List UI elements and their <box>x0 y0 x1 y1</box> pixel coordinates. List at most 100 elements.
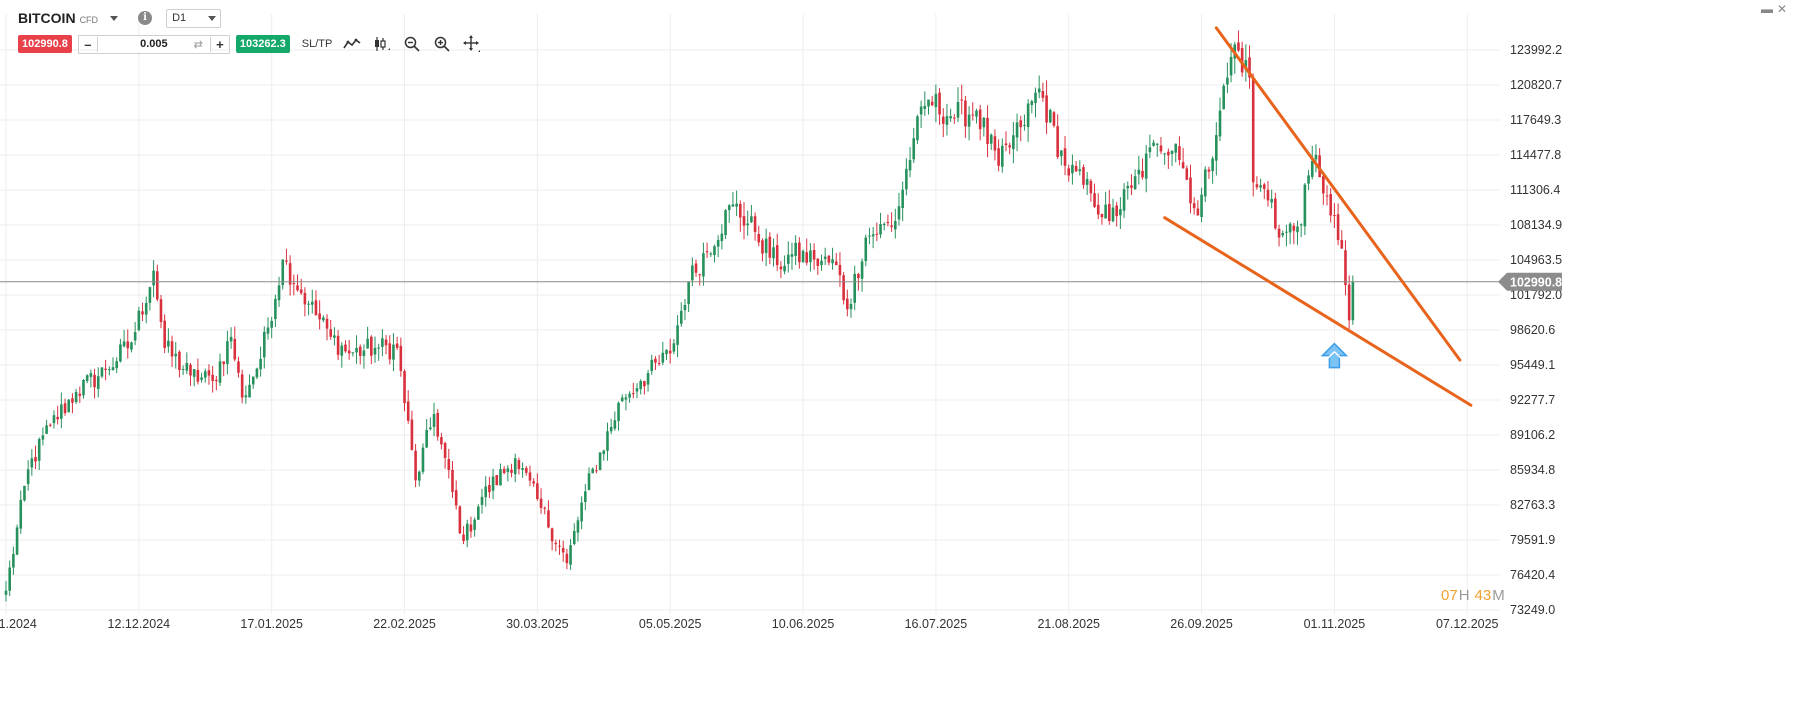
candle-body <box>451 469 454 492</box>
candle-body <box>148 287 152 303</box>
candle-body <box>425 429 428 448</box>
candle-body <box>953 117 956 119</box>
candle-body <box>550 528 554 542</box>
candle-body <box>1067 168 1071 176</box>
candle-body <box>1222 85 1225 110</box>
candle-body <box>1314 154 1318 160</box>
candle-body <box>1100 213 1104 218</box>
y-tick-label: 76420.4 <box>1510 568 1555 582</box>
minimize-icon[interactable]: ▬ <box>1760 2 1773 16</box>
candle-body <box>152 270 155 286</box>
candle-body <box>1237 42 1240 51</box>
close-icon[interactable]: ✕ <box>1776 2 1787 16</box>
candle-body <box>967 114 971 127</box>
candle-body <box>705 251 709 253</box>
candle-body <box>580 502 583 522</box>
candle-body <box>1008 145 1011 148</box>
info-icon[interactable]: i <box>138 11 153 25</box>
timeframe-select[interactable]: D1 <box>166 8 222 28</box>
candle-body <box>1351 281 1355 321</box>
candle-body <box>842 275 845 301</box>
candle-body <box>724 210 727 236</box>
candle-body <box>30 458 34 468</box>
candle-body <box>1133 176 1137 190</box>
candle-body <box>657 363 661 365</box>
candle-body <box>71 398 74 403</box>
candle-body <box>1244 60 1248 70</box>
candle-body <box>801 250 805 263</box>
candle-body <box>786 254 790 264</box>
candle-body <box>772 247 775 259</box>
candle-body <box>1189 177 1192 204</box>
x-tick-label: 16.07.2025 <box>905 617 968 631</box>
x-tick-label: 10.06.2025 <box>772 617 835 631</box>
candle-body <box>1030 101 1034 105</box>
decrease-quantity-button[interactable]: – <box>84 36 92 52</box>
timeframe-value: D1 <box>172 12 187 24</box>
candle-body <box>447 459 451 471</box>
candle-body <box>78 393 82 396</box>
candle-body <box>587 473 591 490</box>
candle-body <box>620 397 624 402</box>
crosshair-icon[interactable] <box>462 34 482 54</box>
candle-body <box>584 491 587 502</box>
candle-body <box>831 259 834 264</box>
candle-body <box>1288 223 1292 233</box>
candle-body <box>816 258 820 266</box>
candle-body <box>244 395 248 398</box>
candlestick-icon[interactable] <box>372 34 392 54</box>
candle-body <box>477 506 480 520</box>
candle-body <box>1023 124 1026 126</box>
candle-body <box>617 402 620 422</box>
candle-body <box>285 260 288 262</box>
symbol-type: CFD <box>79 14 99 25</box>
candle-body <box>484 486 487 498</box>
y-tick-label: 95449.1 <box>1510 358 1555 372</box>
candle-body <box>1071 164 1074 174</box>
chevron-down-icon[interactable] <box>110 15 119 21</box>
sell-price-button[interactable]: 102990.8 <box>18 35 72 53</box>
candle-body <box>41 435 45 440</box>
candle-body <box>513 458 517 475</box>
candle-body <box>480 496 484 505</box>
candle-body <box>170 341 174 357</box>
symbol-name[interactable]: BITCOIN <box>18 10 76 26</box>
line-chart-icon[interactable] <box>342 34 362 54</box>
candle-body <box>174 353 178 357</box>
x-tick-label: 22.02.2025 <box>373 617 436 631</box>
candle-body <box>1218 110 1222 137</box>
candle-body <box>864 237 868 262</box>
candle-body <box>1041 91 1045 98</box>
candle-body <box>495 475 499 486</box>
candle-body <box>646 373 650 385</box>
sltp-button[interactable]: SL/TP <box>301 38 333 50</box>
candle-body <box>794 242 797 256</box>
candle-body <box>857 273 860 279</box>
candle-body <box>502 468 506 474</box>
candle-body <box>266 327 270 334</box>
candle-body <box>469 524 473 532</box>
candle-body <box>528 472 532 481</box>
candle-body <box>1336 214 1340 240</box>
zoom-in-icon[interactable] <box>432 34 452 54</box>
buy-price-button[interactable]: 103262.3 <box>235 35 290 53</box>
candle-body <box>978 109 982 130</box>
current-price-label-bg <box>1498 272 1562 291</box>
candle-body <box>1019 120 1023 128</box>
quantity-input[interactable] <box>96 36 211 52</box>
candle-body <box>1200 194 1203 218</box>
candle-body <box>1211 158 1214 172</box>
x-tick-label: 21.08.2025 <box>1037 617 1100 631</box>
candle-body <box>159 299 163 323</box>
candle-body <box>572 531 576 544</box>
increase-quantity-button[interactable]: + <box>216 36 224 52</box>
candle-body <box>1034 92 1037 104</box>
candle-body <box>849 303 853 310</box>
zoom-out-icon[interactable] <box>402 34 422 54</box>
candle-body <box>370 336 373 356</box>
candle-body <box>761 240 764 254</box>
candle-body <box>12 553 15 568</box>
swap-icon[interactable]: ⇄ <box>193 38 203 51</box>
candle-body <box>938 92 941 115</box>
